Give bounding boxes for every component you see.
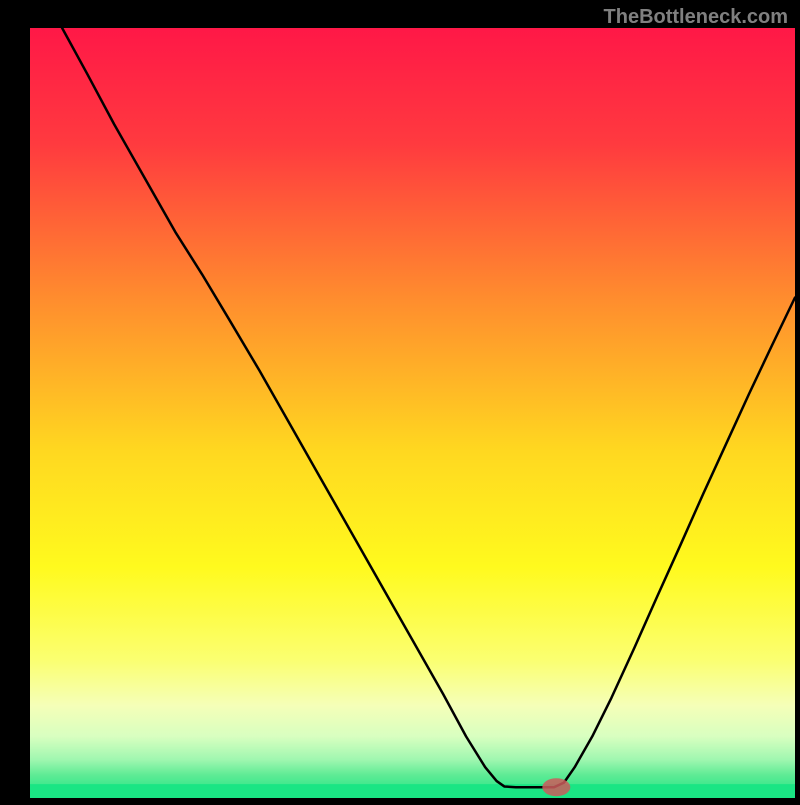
bottleneck-chart: TheBottleneck.com xyxy=(0,0,800,800)
chart-svg xyxy=(0,0,800,800)
bottom-band xyxy=(30,784,795,798)
gradient-background xyxy=(30,28,795,798)
optimal-point-marker xyxy=(542,778,570,796)
watermark-text: TheBottleneck.com xyxy=(604,6,788,29)
